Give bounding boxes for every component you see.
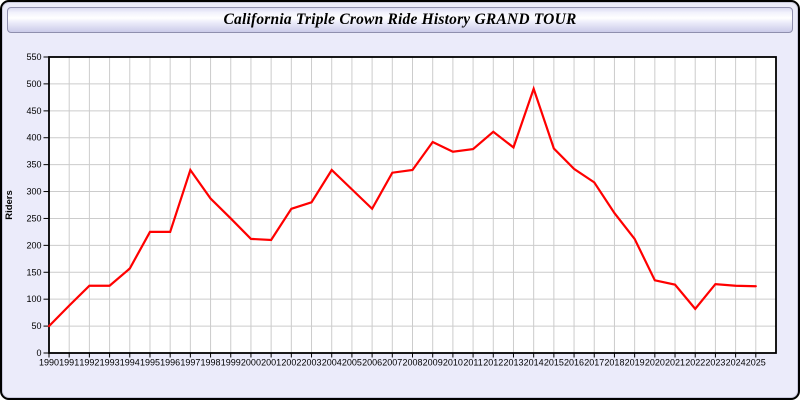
svg-text:2019: 2019	[625, 358, 645, 368]
svg-text:2025: 2025	[746, 358, 766, 368]
svg-text:100: 100	[26, 294, 41, 304]
gridlines	[49, 57, 776, 353]
riders-line	[47, 85, 757, 328]
svg-text:2022: 2022	[685, 358, 705, 368]
svg-text:2021: 2021	[665, 358, 685, 368]
svg-text:1995: 1995	[140, 358, 160, 368]
svg-text:2012: 2012	[483, 358, 503, 368]
svg-text:450: 450	[26, 106, 41, 116]
svg-text:1998: 1998	[201, 358, 221, 368]
svg-text:2011: 2011	[463, 358, 482, 368]
svg-text:1996: 1996	[160, 358, 180, 368]
svg-text:50: 50	[31, 321, 41, 331]
svg-text:2017: 2017	[584, 358, 604, 368]
svg-text:2020: 2020	[645, 358, 665, 368]
svg-text:2008: 2008	[402, 358, 422, 368]
svg-text:2018: 2018	[604, 358, 624, 368]
y-axis-labels: 0 50 100 150 200 250 300 350 400 450 500 550	[26, 52, 49, 358]
svg-text:1997: 1997	[180, 358, 200, 368]
svg-text:1994: 1994	[120, 358, 140, 368]
svg-text:2005: 2005	[342, 358, 362, 368]
svg-text:2013: 2013	[503, 358, 523, 368]
svg-text:2023: 2023	[705, 358, 725, 368]
svg-text:300: 300	[26, 187, 41, 197]
svg-text:1999: 1999	[221, 358, 241, 368]
svg-text:2010: 2010	[443, 358, 463, 368]
page-title: California Triple Crown Ride History GRA…	[223, 11, 577, 28]
svg-text:200: 200	[26, 240, 41, 250]
svg-text:500: 500	[26, 79, 41, 89]
svg-text:350: 350	[26, 160, 41, 170]
svg-text:1992: 1992	[79, 358, 99, 368]
svg-text:2015: 2015	[544, 358, 564, 368]
svg-text:250: 250	[26, 213, 41, 223]
svg-text:2002: 2002	[281, 358, 301, 368]
svg-text:2024: 2024	[726, 358, 746, 368]
y-axis-title: Riders	[4, 190, 15, 220]
svg-text:1991: 1991	[59, 358, 79, 368]
x-axis-labels: 1990 1991 1992 1993 1994 1995 1996 1997 1998 1999…	[39, 353, 766, 368]
svg-text:2009: 2009	[423, 358, 443, 368]
svg-text:2003: 2003	[302, 358, 322, 368]
svg-text:2000: 2000	[241, 358, 261, 368]
svg-text:400: 400	[26, 133, 41, 143]
svg-text:2001: 2001	[261, 358, 281, 368]
svg-text:1990: 1990	[39, 358, 59, 368]
svg-text:2014: 2014	[524, 358, 544, 368]
svg-text:2006: 2006	[362, 358, 382, 368]
svg-text:0: 0	[36, 348, 41, 358]
svg-text:2004: 2004	[322, 358, 342, 368]
svg-text:150: 150	[26, 267, 41, 277]
svg-text:550: 550	[26, 52, 41, 62]
svg-text:2016: 2016	[564, 358, 584, 368]
svg-text:2007: 2007	[382, 358, 402, 368]
title-bar: California Triple Crown Ride History GRA…	[7, 7, 793, 33]
svg-text:1993: 1993	[100, 358, 120, 368]
